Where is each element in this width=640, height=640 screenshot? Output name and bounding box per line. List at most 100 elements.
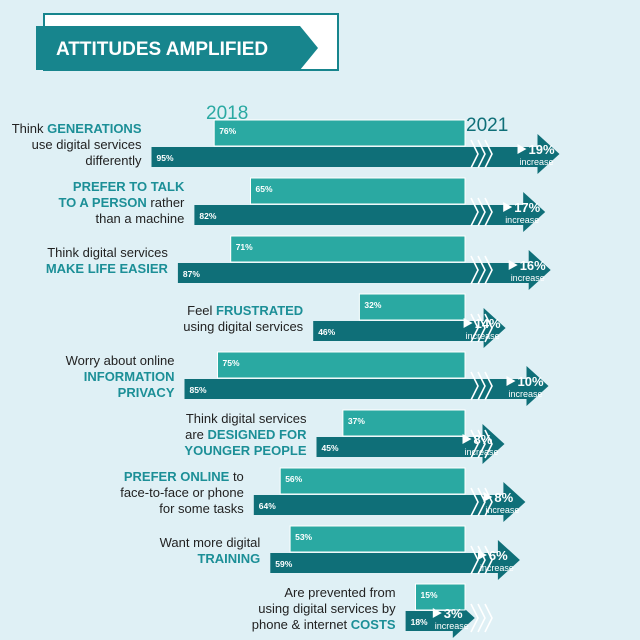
chevron-icon [470,313,479,343]
increase-value: 8% [474,432,493,447]
category-label-line: for some tasks [159,501,244,516]
chevron-icon [470,197,479,227]
category-label-line: than a machine [95,211,184,226]
bar-2018 [342,409,466,437]
value-label-2018: 71% [236,242,253,252]
category-text: Worry about online [66,353,175,368]
value-label-2021: 18% [411,617,428,627]
bar-2018 [279,467,466,495]
value-label-2021: 59% [275,559,292,569]
category-keyword: TRAINING [197,551,260,566]
category-label-line: Think digital services [47,245,168,260]
category-label-line: differently [85,153,142,168]
increase-word: increase [465,447,499,457]
chevron-icon [484,603,493,633]
row-4: 75% 85% 10%increase Worry about onlineINFOR… [66,351,549,406]
category-keyword: YOUNGER PEOPLE [184,443,306,458]
chevron-icon [477,487,486,517]
increase-value: 8% [494,490,513,505]
chevron-icon [477,371,486,401]
category-text: are [185,427,207,442]
play-icon [517,144,527,154]
increase-word: increase [511,273,545,283]
bar-2018 [289,525,466,553]
category-text: Are prevented from [284,585,395,600]
chevron-icon [484,429,493,459]
chevron-icon [470,545,479,575]
category-text: Feel [187,303,216,318]
bar-2021 [270,540,520,580]
value-label-2018: 37% [348,416,365,426]
value-label-2018: 56% [285,474,302,484]
increase-word: increase [505,215,539,225]
play-icon [432,608,442,618]
category-label-line: face-to-face or phone [120,485,244,500]
category-text: phone & internet [252,617,351,632]
value-label-2018: 32% [364,300,381,310]
bar-2021 [177,250,551,290]
category-label-line: Worry about online [66,353,175,368]
chevron-icon [484,255,493,285]
increase-value: 19% [529,142,555,157]
category-label-line: PREFER TO TALK [73,179,185,194]
increase-value: 14% [475,316,501,331]
category-keyword: INFORMATION [84,369,175,384]
category-label-line: Think GENERATIONS [12,121,142,136]
value-label-2018: 65% [256,184,273,194]
increase-word: increase [485,505,519,515]
chevron-icon [470,371,479,401]
row-7: 53% 59% 6%increase Want more digitalTRAININ… [160,525,520,580]
category-keyword: PRIVACY [118,385,175,400]
bar-2021 [316,424,505,464]
chevron-icon [477,255,486,285]
category-text: using digital services by [258,601,396,616]
increase-word: increase [466,331,500,341]
category-text: rather [147,195,185,210]
value-label-2021: 45% [322,443,339,453]
chevron-icon [484,371,493,401]
category-label-line: are DESIGNED FOR [185,427,307,442]
category-keyword: PREFER TO TALK [73,179,185,194]
play-icon [483,492,493,502]
category-keyword: FRUSTRATED [216,303,303,318]
title-banner [36,26,318,70]
category-label-line: YOUNGER PEOPLE [184,443,306,458]
chevron-icon [484,487,493,517]
category-text: for some tasks [159,501,244,516]
chevron-icon [470,139,479,169]
category-label-line: MAKE LIFE EASIER [46,261,169,276]
legend-2018: 2018 [206,103,248,124]
chevron-icon [484,313,493,343]
increase-word: increase [509,389,543,399]
value-label-2021: 85% [190,385,207,395]
category-text: using digital services [183,319,303,334]
category-keyword: COSTS [351,617,396,632]
category-label-line: PREFER ONLINE to [124,469,244,484]
play-icon [506,376,516,386]
increase-word: increase [480,563,514,573]
bar-2018 [217,351,466,379]
category-text: Want more digital [160,535,261,550]
increase-word: increase [435,621,469,631]
chevron-icon [470,429,479,459]
category-keyword: PREFER ONLINE [124,469,230,484]
category-label-line: TO A PERSON rather [58,195,185,210]
category-text: than a machine [95,211,184,226]
chevron-icon [477,603,486,633]
chevron-icon [477,197,486,227]
category-label-line: Are prevented from [284,585,395,600]
category-text: face-to-face or phone [120,485,244,500]
category-label-line: use digital services [32,137,142,152]
value-label-2021: 87% [183,269,200,279]
value-label-2018: 15% [421,590,438,600]
category-keyword: GENERATIONS [47,121,142,136]
category-text: Think [12,121,47,136]
value-label-2021: 82% [199,211,216,221]
increase-value: 3% [444,606,463,621]
chevron-icon [484,139,493,169]
category-label-line: Think digital services [186,411,307,426]
